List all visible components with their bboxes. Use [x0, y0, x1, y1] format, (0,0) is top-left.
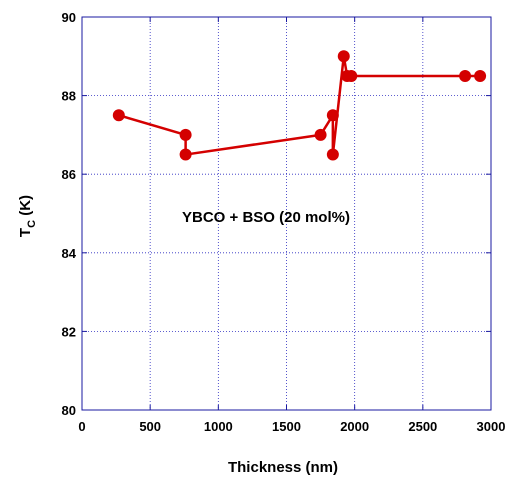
x-tick-label: 2000: [340, 419, 369, 434]
data-point: [326, 109, 339, 122]
x-tick-label: 1500: [272, 419, 301, 434]
x-axis-title: Thickness (nm): [228, 459, 338, 476]
y-tick-label: 86: [62, 167, 76, 182]
annotation-label: YBCO + BSO (20 mol%): [182, 209, 350, 226]
data-point: [179, 148, 192, 161]
data-point: [459, 69, 472, 82]
data-point: [314, 128, 327, 141]
y-tick-label: 90: [62, 10, 76, 25]
series-line: [118, 55, 481, 156]
data-point: [326, 148, 339, 161]
x-tick-label: 500: [139, 419, 161, 434]
data-point: [112, 109, 125, 122]
y-axis-title: TC (K): [17, 195, 38, 237]
grid-lines: [82, 17, 491, 410]
y-tick-label: 82: [62, 324, 76, 339]
x-tick-labels: 0 500 1000 1500 2000 2500 3000: [78, 419, 505, 434]
x-tick-label: 2500: [408, 419, 437, 434]
y-axis-title-main: T: [17, 228, 34, 237]
y-tick-label: 88: [62, 89, 76, 104]
x-tick-label: 3000: [477, 419, 506, 434]
y-axis-title-subscript: C: [26, 220, 38, 228]
y-tick-labels: 80 82 84 86 88 90: [62, 10, 77, 418]
y-tick-label: 80: [62, 403, 76, 418]
axis-ticks: [81, 16, 492, 411]
y-tick-label: 84: [62, 246, 77, 261]
x-tick-label: 0: [78, 419, 85, 434]
data-point: [179, 128, 192, 141]
y-axis-title-unit: (K): [17, 195, 34, 220]
series-layer: [112, 50, 487, 161]
data-point: [474, 69, 487, 82]
data-point: [345, 69, 358, 82]
x-tick-label: 1000: [204, 419, 233, 434]
data-point: [337, 50, 350, 63]
